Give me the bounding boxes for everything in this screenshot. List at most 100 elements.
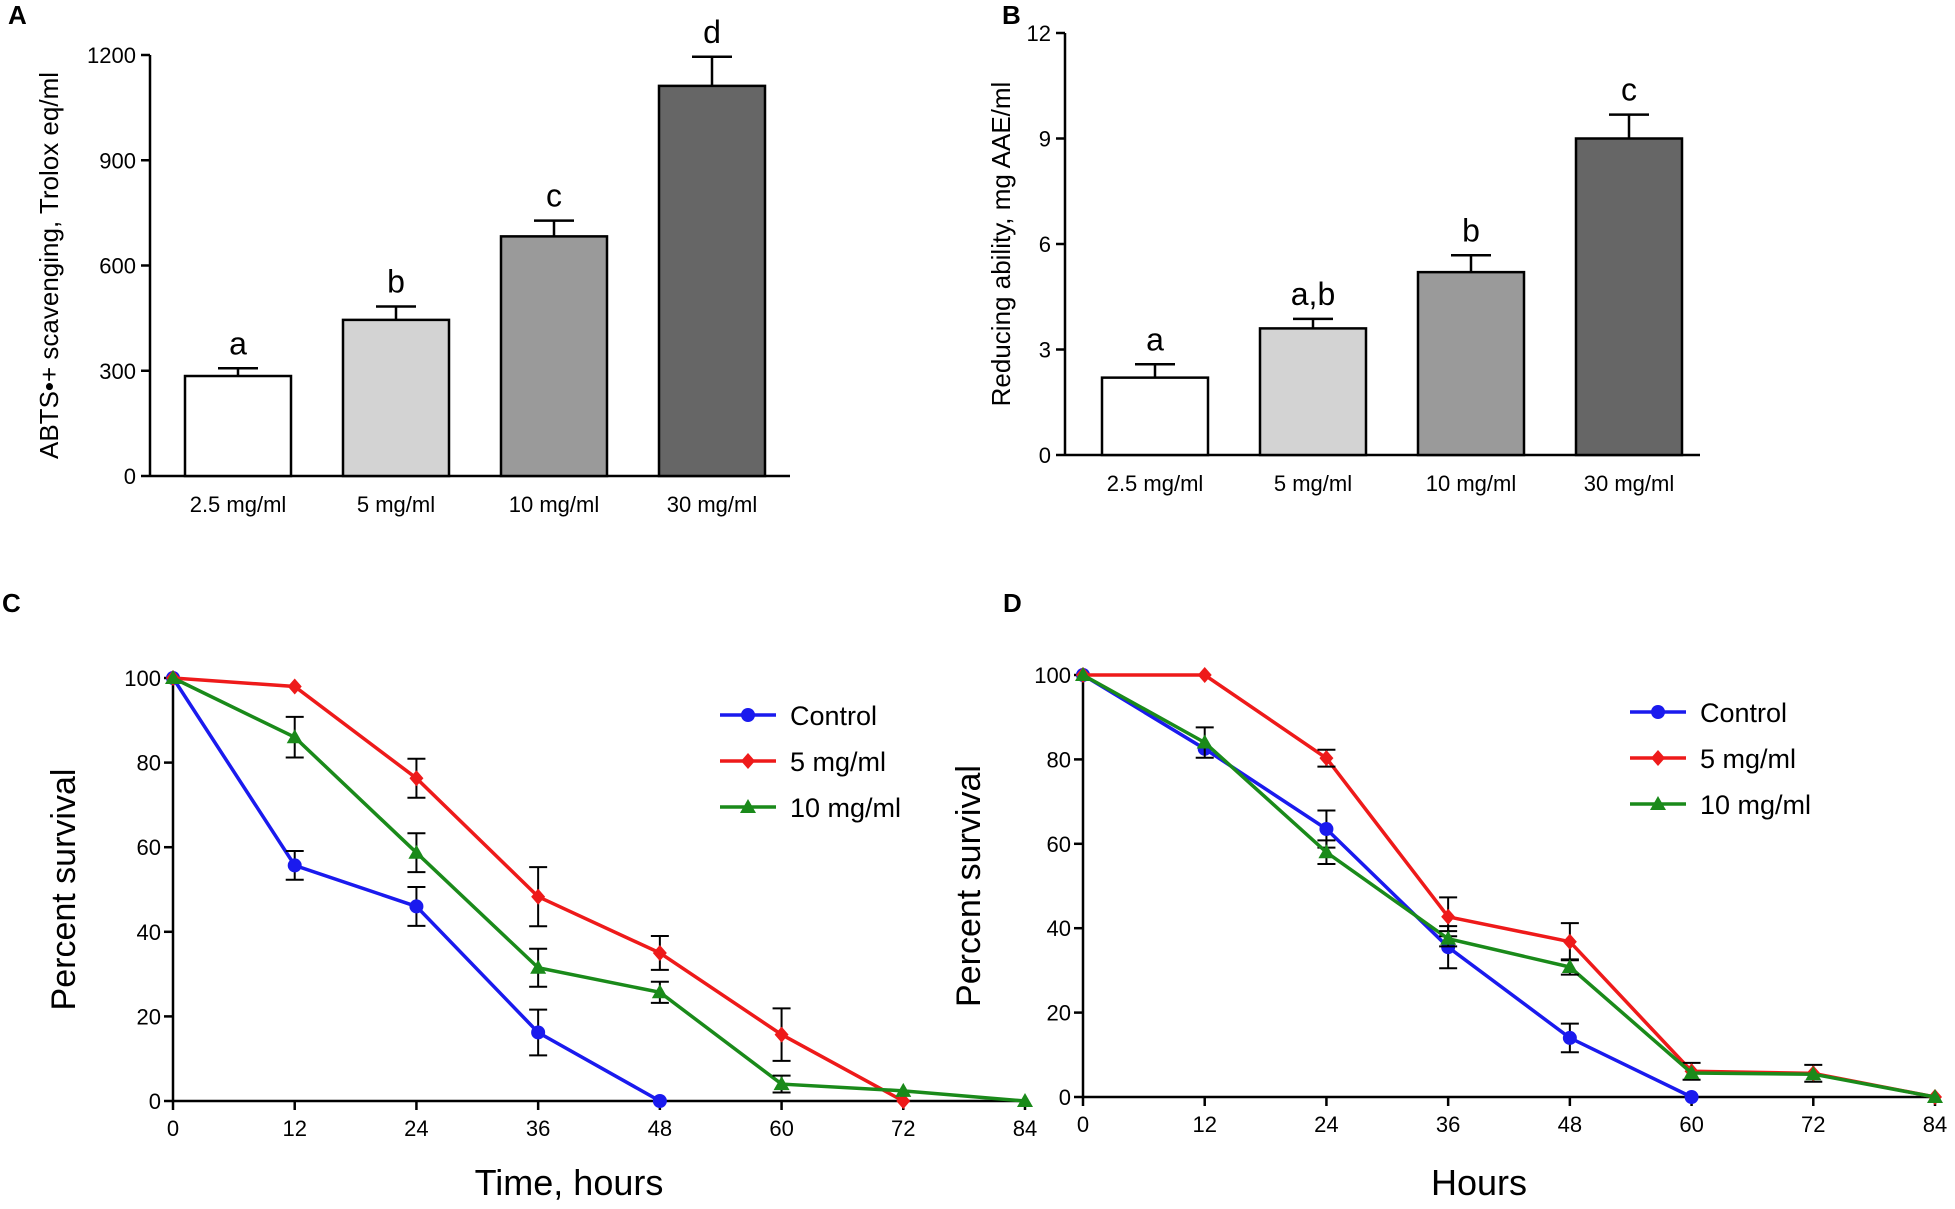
y-tick-label: 0 [1039,443,1051,468]
significance-letter: c [546,178,562,214]
significance-letter: c [1621,72,1637,108]
data-point [1319,822,1334,837]
data-point [652,944,667,961]
y-tick-label: 900 [99,148,136,173]
data-point [1650,796,1666,810]
y-tick-label: 60 [137,835,161,860]
y-tick-label: 3 [1039,338,1051,363]
data-point [1017,1093,1033,1107]
bar [1258,327,1368,457]
bar [1416,270,1526,457]
data-point [409,770,424,787]
panel-label-c: C [2,588,21,618]
x-tick-label: 0 [167,1116,179,1141]
data-point [773,1076,790,1091]
x-tick-label: 84 [1923,1112,1947,1137]
data-point [1684,1090,1699,1104]
y-tick-label: 80 [1047,747,1071,772]
x-axis-label: Hours [1431,1162,1527,1203]
significance-letter: a [1146,321,1164,357]
data-point [531,888,546,905]
series-line [1082,673,1693,1099]
y-tick-label: 40 [1047,916,1071,941]
y-tick-label: 100 [1034,663,1071,688]
data-point [1075,667,1091,681]
y-tick-label: 20 [137,1004,161,1029]
data-point [1683,1064,1700,1079]
x-tick-label: 60 [1679,1112,1703,1137]
panel-label-a: A [8,0,27,30]
x-tick-label: 24 [1314,1112,1338,1137]
category-label: 2.5 mg/ml [1107,471,1204,496]
data-point [1196,734,1213,749]
category-label: 10 mg/ml [1426,471,1516,496]
bar [657,84,767,478]
x-tick-label: 72 [891,1116,915,1141]
data-point [895,1082,912,1097]
legend-label: Control [790,701,877,731]
y-tick-label: 12 [1027,21,1051,46]
data-point [531,1025,546,1040]
legend-label: Control [1700,698,1787,728]
y-axis-label: Percent survival [950,765,988,1007]
x-tick-label: 48 [1558,1112,1582,1137]
x-tick-label: 60 [769,1116,793,1141]
legend-label: 10 mg/ml [790,793,901,823]
x-tick-label: 84 [1013,1116,1037,1141]
y-axis-label: Percent survival [45,769,83,1011]
x-tick-label: 0 [1077,1112,1089,1137]
legend-label: 5 mg/ml [790,747,886,777]
data-point [530,959,547,974]
category-label: 30 mg/ml [667,492,757,517]
data-point [740,799,756,813]
data-point [1562,933,1577,950]
data-point [652,1094,667,1108]
data-point [1927,1089,1943,1103]
bar [341,318,451,478]
data-point [409,899,424,914]
data-point [1197,667,1212,683]
category-label: 2.5 mg/ml [190,492,287,517]
x-tick-label: 24 [404,1116,428,1141]
data-point [651,984,668,999]
y-tick-label: 9 [1039,127,1051,152]
data-point [774,1026,789,1043]
significance-letter: d [703,14,721,50]
data-point [1319,750,1334,767]
x-tick-label: 48 [648,1116,672,1141]
y-tick-label: 300 [99,359,136,384]
y-tick-label: 40 [137,920,161,945]
bar [1574,137,1684,457]
data-point [1562,1030,1577,1045]
panel-label-b: B [1002,0,1021,30]
x-tick-label: 36 [526,1116,550,1141]
bar [1100,376,1210,457]
chart-d-survival-hours: 0 20 40 60 80 100 0 12 24 36 48 60 72 84 Percent survi… [950,663,1947,1203]
data-point [1440,930,1457,945]
x-tick-label: 72 [1801,1112,1825,1137]
chart-b-reducing: 0 3 6 9 12 Reducing ability, mg AAE/ml a 2.5 mg… [986,21,1700,496]
y-axis-label: Reducing ability, mg AAE/ml [986,82,1016,407]
data-point [741,753,755,769]
y-tick-label: 20 [1047,1001,1071,1026]
panel-label-d: D [1003,588,1022,618]
chart-c-survival-time: 0 20 40 60 80 100 0 12 24 36 48 60 72 84 Percent survi… [45,666,1037,1203]
significance-letter: a,b [1291,276,1335,312]
chart-a-abts: 0 300 600 900 1200 ABTS•+ scavenging, Trolox … [34,14,790,517]
data-point [286,729,303,744]
series-line [1083,673,1936,1099]
data-point [165,670,181,684]
y-tick-label: 100 [124,666,161,691]
y-tick-label: 0 [124,464,136,489]
legend-label: 10 mg/ml [1700,790,1811,820]
category-label: 30 mg/ml [1584,471,1674,496]
data-point [287,678,302,695]
data-point [741,708,755,722]
x-tick-label: 12 [1192,1112,1216,1137]
y-axis-label: ABTS•+ scavenging, Trolox eq/ml [34,72,64,459]
bar [183,374,293,478]
y-tick-label: 6 [1039,232,1051,257]
y-tick-label: 0 [149,1089,161,1114]
data-point [1805,1066,1822,1081]
